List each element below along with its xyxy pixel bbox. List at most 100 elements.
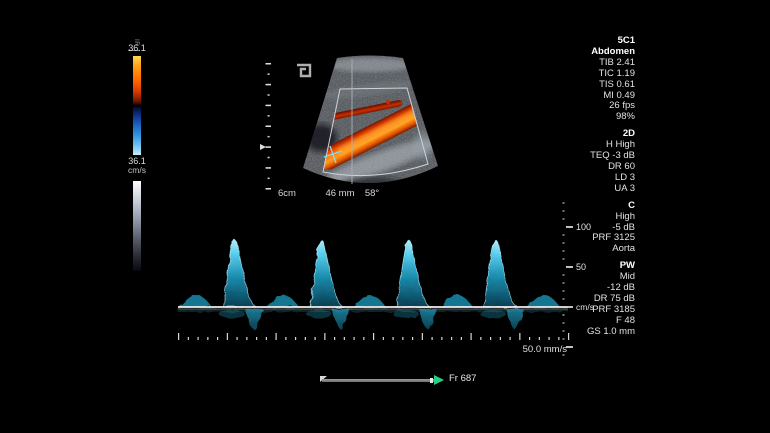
- colorbar-min-label: 36.1: [128, 156, 146, 166]
- time-tick: [558, 337, 560, 340]
- axis-tick-minor: [562, 210, 565, 212]
- parameter-line: Aorta: [612, 243, 635, 255]
- axis-tick-minor: [562, 258, 565, 260]
- time-tick: [373, 333, 375, 340]
- time-tick: [256, 337, 258, 340]
- baseline-noise-band: [178, 308, 568, 312]
- axis-tick-minor: [562, 290, 565, 292]
- parameter-line: 5C1: [617, 35, 635, 46]
- time-tick: [480, 337, 482, 340]
- time-tick: [334, 337, 336, 340]
- time-tick: [353, 337, 355, 340]
- parameter-group: 5C1 Abdomen TIB 2.41 TIC 1.19 TIS 0.61 MI 0.4…: [495, 35, 635, 123]
- time-tick: [548, 337, 550, 340]
- axis-tick-minor: [562, 322, 565, 324]
- time-tick: [343, 337, 345, 340]
- cine-position-marker-icon[interactable]: [434, 375, 444, 385]
- velocity-unit-label: cm/s: [576, 302, 594, 312]
- cine-frame-label: Fr 687: [449, 373, 477, 384]
- velocity-tick-label: 100: [576, 222, 591, 232]
- ruler-tick-minor: [267, 73, 270, 75]
- time-tick: [382, 337, 384, 340]
- parameter-group: C High -5 dB PRF 3125 Aorta: [495, 199, 635, 256]
- axis-tick-minor: [562, 330, 565, 332]
- cine-end-tick: [430, 378, 433, 383]
- time-tick: [178, 333, 180, 340]
- diastolic-reversal: [245, 309, 263, 330]
- axis-tick-major: [566, 226, 573, 228]
- axis-tick-minor: [562, 338, 565, 340]
- time-tick: [275, 333, 277, 340]
- time-tick: [451, 337, 453, 340]
- parameter-line: High: [615, 210, 635, 222]
- axis-tick-minor: [562, 202, 565, 204]
- ruler-tick-minor: [267, 177, 270, 180]
- parameter-line: TIB 2.41: [599, 56, 635, 68]
- cine-progress-bar[interactable]: [322, 379, 434, 382]
- secondary-vessel-flow: [327, 100, 403, 121]
- orientation-logo-icon: [297, 63, 312, 78]
- parameter-line: MI 0.49: [603, 89, 635, 101]
- time-tick: [529, 337, 531, 340]
- color-roi-box: [322, 87, 429, 177]
- colorbar-max-label: 36.1: [128, 43, 146, 53]
- axis-tick-major: [566, 306, 573, 308]
- time-tick: [314, 337, 316, 340]
- time-tick: [304, 337, 306, 340]
- axis-tick-minor: [562, 282, 565, 284]
- parameter-line: PRF 3125: [592, 232, 635, 244]
- parameter-line: 26 fps: [609, 100, 635, 112]
- time-tick: [187, 337, 189, 340]
- axis-tick-minor: [562, 218, 565, 220]
- depth-ruler: [265, 63, 271, 190]
- time-tick: [402, 337, 404, 340]
- ruler-tick-major: [265, 167, 271, 169]
- color-flow-region: [323, 100, 427, 170]
- parameter-line: -5 dB: [612, 221, 635, 233]
- ruler-tick-major: [265, 188, 271, 190]
- parameter-group: PW Mid -12 dB DR 75 dB PRF 3185 F 48 GS 1.0 mm: [495, 260, 635, 337]
- ruler-tick-major: [265, 104, 271, 107]
- depth-label: 6cm: [278, 188, 296, 199]
- time-tick: [412, 337, 414, 340]
- ruler-tick-major: [265, 83, 271, 86]
- time-tick: [490, 337, 492, 340]
- time-tick: [538, 337, 540, 340]
- time-tick: [246, 337, 248, 340]
- diastolic-bump: [440, 295, 473, 307]
- spectral-doppler-area: 100 50 cm/s 50.0 mm/s: [178, 202, 594, 356]
- bmode-image-area: 6cm 46 mm 58°: [260, 55, 438, 199]
- ruler-tick-minor: [267, 156, 270, 159]
- velocity-tick-label: 50: [576, 262, 586, 272]
- ruler-tick-major: [265, 63, 271, 65]
- diastolic-reversal: [419, 309, 437, 330]
- steer-angle-label: 58°: [365, 188, 380, 199]
- time-tick: [265, 337, 267, 340]
- systolic-peak: [396, 239, 432, 308]
- axis-tick-minor: [562, 250, 565, 252]
- diastolic-bump: [179, 295, 212, 307]
- parameter-line: UA 3: [614, 182, 635, 194]
- parameter-line: DR 60: [608, 160, 635, 172]
- ruler-tick-major: [265, 146, 271, 148]
- grayscale-map-bar: [133, 181, 141, 271]
- parameter-line: C: [628, 199, 635, 211]
- time-tick: [421, 333, 423, 340]
- time-tick: [441, 337, 443, 340]
- time-tick: [217, 337, 219, 340]
- parameter-line: DR 75 dB: [593, 292, 635, 304]
- time-tick: [460, 337, 462, 340]
- parameter-line: PW: [619, 260, 635, 272]
- time-tick: [236, 337, 238, 340]
- parameter-line: 2D: [622, 128, 635, 140]
- parameter-line: TEQ -3 dB: [590, 150, 635, 162]
- sweep-speed-label: 50.0 mm/s: [523, 344, 568, 355]
- time-tick: [226, 333, 228, 340]
- parameter-line: 98%: [615, 111, 635, 123]
- time-tick: [470, 333, 472, 340]
- diastolic-reversal: [332, 309, 350, 330]
- time-tick: [207, 337, 209, 340]
- diastolic-bump: [266, 295, 299, 307]
- parameter-line: F 48: [615, 314, 635, 326]
